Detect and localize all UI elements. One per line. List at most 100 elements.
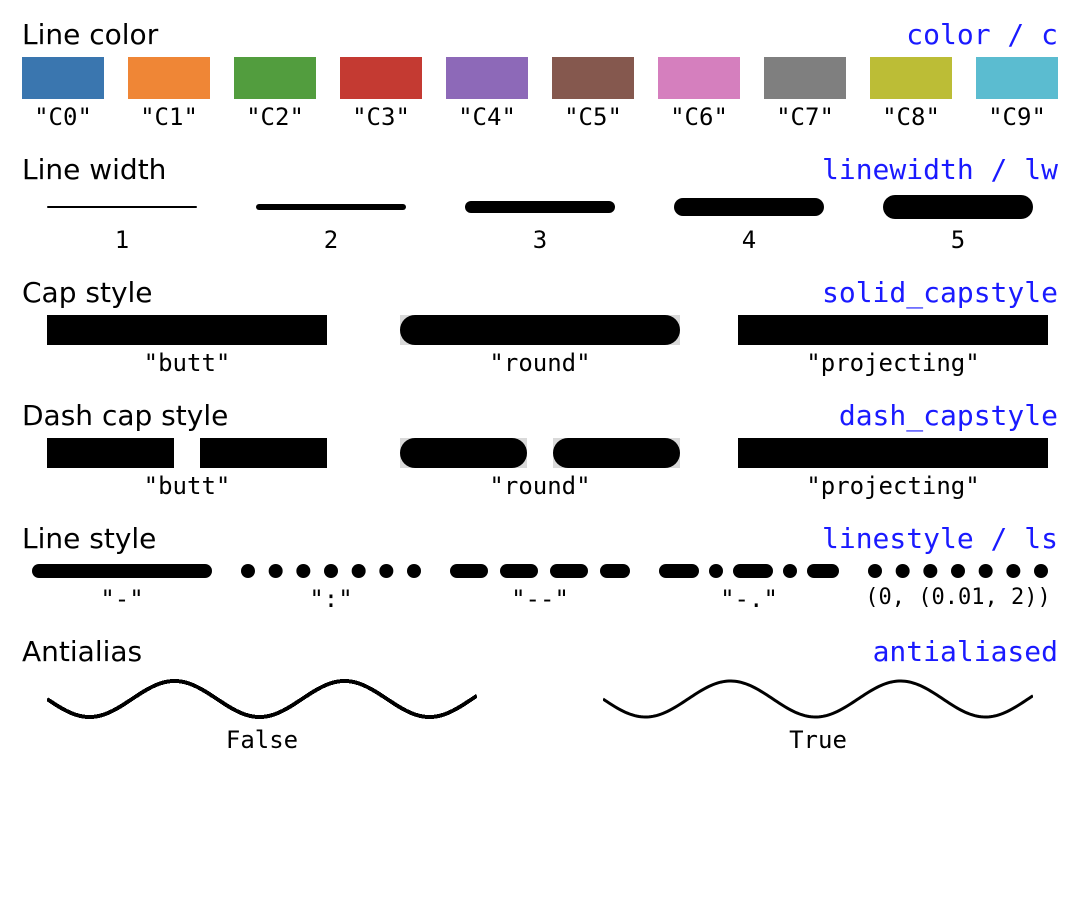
section-title: Line color [22, 18, 158, 51]
line-width-line [674, 198, 824, 216]
dash-cap-style-label: "round" [489, 472, 590, 500]
section-header: Line style linestyle / ls [22, 522, 1058, 555]
swatch-label: "C2" [246, 103, 304, 131]
line-style-svg [241, 564, 421, 578]
line-width-label: 5 [951, 226, 965, 254]
section-line-width: Line width linewidth / lw 12345 [22, 153, 1058, 254]
dash-cap-style-sample [738, 438, 1048, 468]
cap-style-label: "round" [489, 349, 590, 377]
section-header: Line color color / c [22, 18, 1058, 51]
sine-wave [47, 681, 477, 717]
color-swatch [658, 57, 740, 99]
section-line-style: Line style linestyle / ls "-" ":" "--" "-."… [22, 522, 1058, 613]
line-width-line [883, 195, 1033, 219]
dash-segment [400, 438, 527, 468]
cap-style-line [738, 315, 1048, 345]
color-swatch-cell: "C3" [340, 57, 422, 131]
color-swatch [22, 57, 104, 99]
dash-cap-style-label: "projecting" [806, 472, 979, 500]
section-param: linestyle / ls [822, 522, 1058, 555]
line-style-svg [868, 564, 1048, 578]
color-swatch [340, 57, 422, 99]
color-swatch [552, 57, 634, 99]
color-swatch [870, 57, 952, 99]
line-width-label: 1 [115, 226, 129, 254]
section-title: Dash cap style [22, 399, 228, 432]
line-style-label: "-" [100, 585, 143, 613]
color-swatch [128, 57, 210, 99]
line-style-sample [241, 561, 421, 581]
line-style-sample [32, 561, 212, 581]
dash-cap-style-cell: "projecting" [728, 438, 1058, 500]
swatch-label: "C9" [988, 103, 1046, 131]
section-header: Dash cap style dash_capstyle [22, 399, 1058, 432]
color-swatch-cell: "C1" [128, 57, 210, 131]
line-width-cell: 4 [649, 192, 849, 254]
dash-segment [47, 438, 174, 468]
cap-style-sample [385, 315, 695, 345]
line-style-cell: "--" [440, 561, 640, 613]
line-width-line [256, 204, 406, 210]
section-title: Cap style [22, 276, 153, 309]
dash-segment [200, 438, 327, 468]
dash-cap-style-row: "butt" "round" "projecting" [22, 438, 1058, 500]
section-cap-style: Cap style solid_capstyle "butt" "round" "p… [22, 276, 1058, 377]
color-swatch-row: "C0""C1""C2""C3""C4""C5""C6""C7""C8""C9" [22, 57, 1058, 131]
line-style-row: "-" ":" "--" "-." (0, (0.01, 2)) [22, 561, 1058, 613]
swatch-label: "C3" [352, 103, 410, 131]
line-width-sample [256, 192, 406, 222]
color-swatch-cell: "C0" [22, 57, 104, 131]
cap-style-sample [738, 315, 1048, 345]
dash-cap-style-sample [385, 438, 695, 468]
color-swatch-cell: "C2" [234, 57, 316, 131]
color-swatch [976, 57, 1058, 99]
antialias-sample [603, 674, 1033, 724]
color-swatch [234, 57, 316, 99]
swatch-label: "C0" [34, 103, 92, 131]
line-style-sample [450, 561, 630, 581]
line-width-cell: 5 [858, 192, 1058, 254]
line-style-cell: "-." [649, 561, 849, 613]
line-style-label: "-." [720, 585, 778, 613]
line-width-cell: 2 [231, 192, 431, 254]
section-title: Antialias [22, 635, 142, 668]
sine-wave [603, 681, 1033, 717]
antialias-label: True [789, 726, 847, 754]
line-style-svg [659, 564, 839, 578]
cap-style-cell: "butt" [22, 315, 352, 377]
cap-style-cell: "projecting" [728, 315, 1058, 377]
line-style-label: ":" [309, 585, 352, 613]
cheatsheet: Line color color / c "C0" "C1" "C2" "C3" "C4… [0, 0, 1080, 772]
color-swatch [446, 57, 528, 99]
line-width-label: 3 [533, 226, 547, 254]
line-width-sample [674, 192, 824, 222]
section-header: Antialias antialiased [22, 635, 1058, 668]
antialias-cell: True [578, 674, 1058, 754]
line-width-cell: 3 [440, 192, 640, 254]
antialias-cell: False [22, 674, 502, 754]
color-swatch-cell: "C5" [552, 57, 634, 131]
line-width-sample [47, 192, 197, 222]
swatch-label: "C4" [458, 103, 516, 131]
dash-cap-style-label: "butt" [144, 472, 231, 500]
dash-segment [891, 438, 1048, 468]
line-width-line [465, 201, 615, 213]
section-param: solid_capstyle [822, 276, 1058, 309]
swatch-label: "C5" [564, 103, 622, 131]
section-title: Line style [22, 522, 156, 555]
color-swatch-cell: "C9" [976, 57, 1058, 131]
dash-cap-style-cell: "round" [375, 438, 705, 500]
dash-segment [738, 438, 895, 468]
section-param: color / c [906, 18, 1058, 51]
line-style-sample [659, 561, 839, 581]
line-width-sample [883, 192, 1033, 222]
cap-style-cell: "round" [375, 315, 705, 377]
dash-cap-style-sample [32, 438, 342, 468]
line-style-cell: (0, (0.01, 2)) [858, 561, 1058, 613]
color-swatch-cell: "C6" [658, 57, 740, 131]
line-width-row: 1 2 3 4 5 [22, 192, 1058, 254]
color-swatch-cell: "C4" [446, 57, 528, 131]
cap-style-line [400, 315, 680, 345]
line-style-label: "--" [511, 585, 569, 613]
cap-style-line [47, 315, 327, 345]
